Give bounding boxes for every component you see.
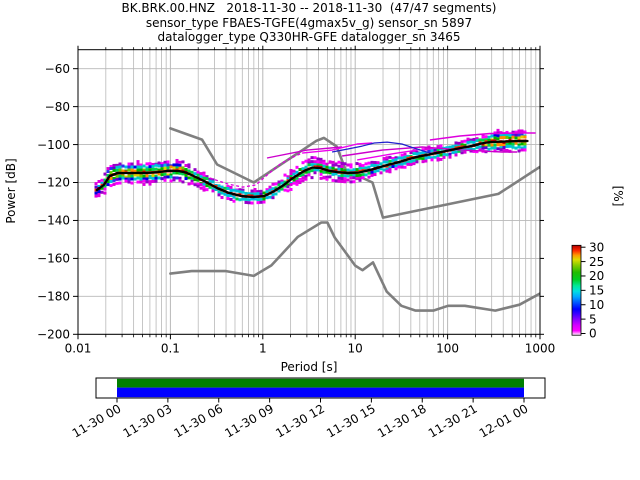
y-tick-label: −80: [45, 100, 70, 114]
blue-excursion: [331, 141, 435, 155]
timeline-tick-label: 11-30 12: [273, 401, 327, 440]
timeline-tick-label: 11-30 06: [172, 401, 226, 440]
timeline-tick-label: 12-01 00: [477, 401, 531, 440]
gap-strip: [117, 387, 524, 398]
mode-curve: [95, 139, 529, 199]
figure-title-line-3: datalogger_type Q330HR-GFE datalogger_sn…: [157, 30, 461, 44]
coverage-strip: [117, 378, 524, 388]
x-tick-label: 1000: [525, 341, 556, 355]
mode-line: [95, 139, 529, 199]
y-tick-label: −100: [37, 138, 70, 152]
timeline-tick-label: 11-30 00: [70, 401, 124, 440]
colorbar-tick-label: 20: [589, 269, 604, 283]
y-axis-ticks: −60 −80 −100 −120 −140 −160 −180 −200: [37, 62, 544, 342]
low-probability-curves: [209, 132, 536, 188]
colorbar-tick-label: 0: [589, 327, 597, 341]
colorbar-tick-label: 15: [589, 284, 604, 298]
magenta-excursion-4: [357, 149, 418, 161]
figure-title-line-2: sensor_type FBAES-TGFE(4gmax5v_g) sensor…: [145, 15, 473, 30]
x-axis-ticks: 0.01 0.1 1 10 100 1000: [65, 45, 556, 355]
x-tick-label: 1: [259, 341, 267, 355]
magenta-excursion-3: [341, 146, 518, 157]
y-tick-label: −60: [45, 62, 70, 76]
y-tick-label: −200: [37, 328, 70, 342]
figure-title-block: BK.BRK.00.HNZ 2018-11-30 -- 2018-11-30 (…: [78, 1, 540, 45]
y-tick-label: −180: [37, 290, 70, 304]
colorbar-tick-label: 25: [589, 255, 604, 269]
timeline-tick-label: 11-30 09: [222, 401, 276, 440]
nhnm-curve: [169, 127, 540, 219]
x-tick-label: 0.01: [65, 341, 92, 355]
y-tick-label: −160: [37, 252, 70, 266]
colorbar-tick-label: 10: [589, 298, 604, 312]
magenta-excursion-5: [429, 132, 536, 141]
plot-border: [77, 49, 541, 335]
timeline-tick-label: 11-30 15: [324, 401, 378, 440]
noise-model-curves: [169, 127, 540, 312]
ppsd-histogram: [94, 128, 527, 205]
figure-title-line-1: BK.BRK.00.HNZ 2018-11-30 -- 2018-11-30 (…: [121, 1, 497, 15]
y-tick-label: −140: [37, 214, 70, 228]
colorbar-gradient: [571, 244, 582, 336]
y-axis-label: Power [dB]: [4, 158, 18, 223]
grid-lines: [77, 49, 541, 335]
x-tick-label: 100: [436, 341, 459, 355]
magenta-excursion-1: [266, 146, 343, 159]
nlnm-curve: [169, 221, 540, 312]
colorbar-tick-label: 30: [589, 240, 604, 254]
x-tick-label: 0.1: [161, 341, 180, 355]
axes-frame: [77, 49, 541, 335]
x-tick-label: 10: [348, 341, 363, 355]
magenta-excursion-2: [302, 142, 373, 154]
colorbar-tick-label: 5: [589, 312, 597, 326]
timeline-tick-label: 11-30 21: [426, 401, 480, 440]
low-probability-trail: [209, 152, 303, 188]
x-axis-label: Period [s]: [281, 360, 338, 374]
y-tick-label: −120: [37, 176, 70, 190]
timeline-tick-label: 11-30 18: [375, 401, 429, 440]
timeline-tick-label: 11-30 03: [121, 401, 175, 440]
colorbar-label: [%]: [611, 186, 625, 207]
